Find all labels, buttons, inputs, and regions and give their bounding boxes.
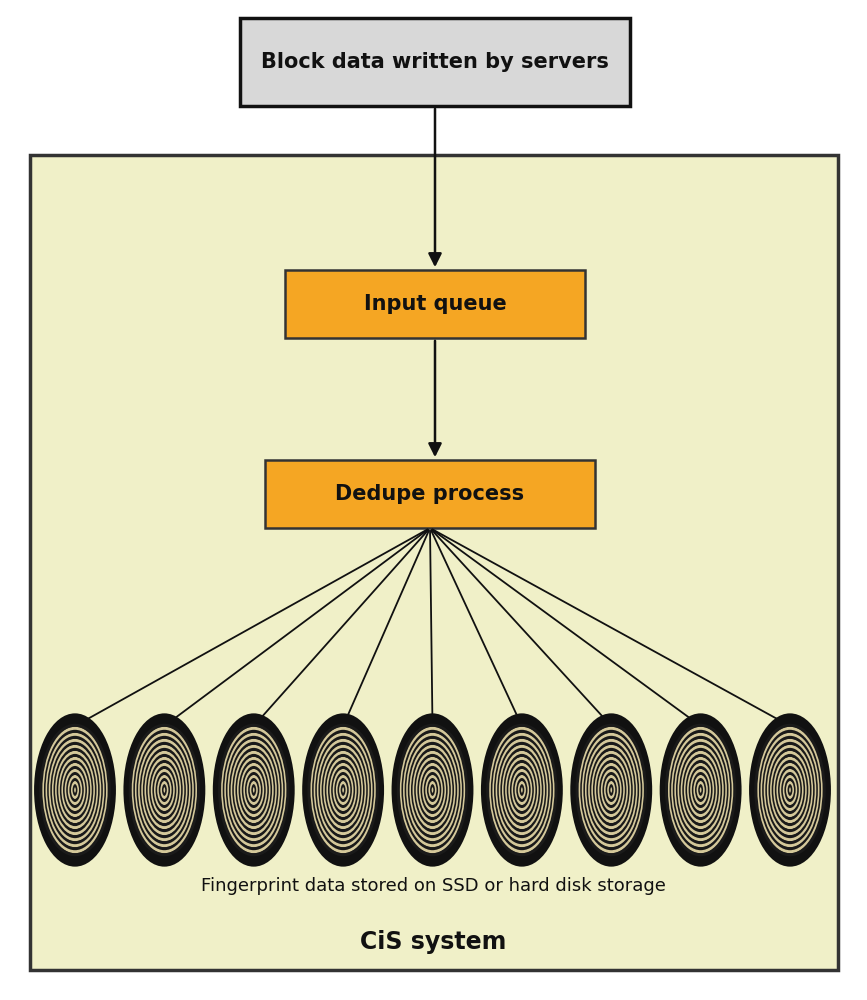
Bar [285, 270, 585, 338]
Ellipse shape [125, 714, 205, 866]
Text: Block data written by servers: Block data written by servers [261, 52, 609, 72]
Ellipse shape [661, 714, 740, 866]
Text: Dedupe process: Dedupe process [336, 484, 525, 504]
Text: Fingerprint data stored on SSD or hard disk storage: Fingerprint data stored on SSD or hard d… [201, 877, 666, 895]
Bar [30, 155, 838, 970]
Bar [265, 460, 595, 528]
Ellipse shape [482, 714, 562, 866]
Ellipse shape [393, 714, 473, 866]
Bar [240, 18, 630, 106]
Ellipse shape [750, 714, 830, 866]
Ellipse shape [571, 714, 651, 866]
Text: Input queue: Input queue [363, 294, 506, 314]
Ellipse shape [303, 714, 383, 866]
Text: CiS system: CiS system [361, 930, 506, 954]
Ellipse shape [214, 714, 294, 866]
Ellipse shape [35, 714, 115, 866]
